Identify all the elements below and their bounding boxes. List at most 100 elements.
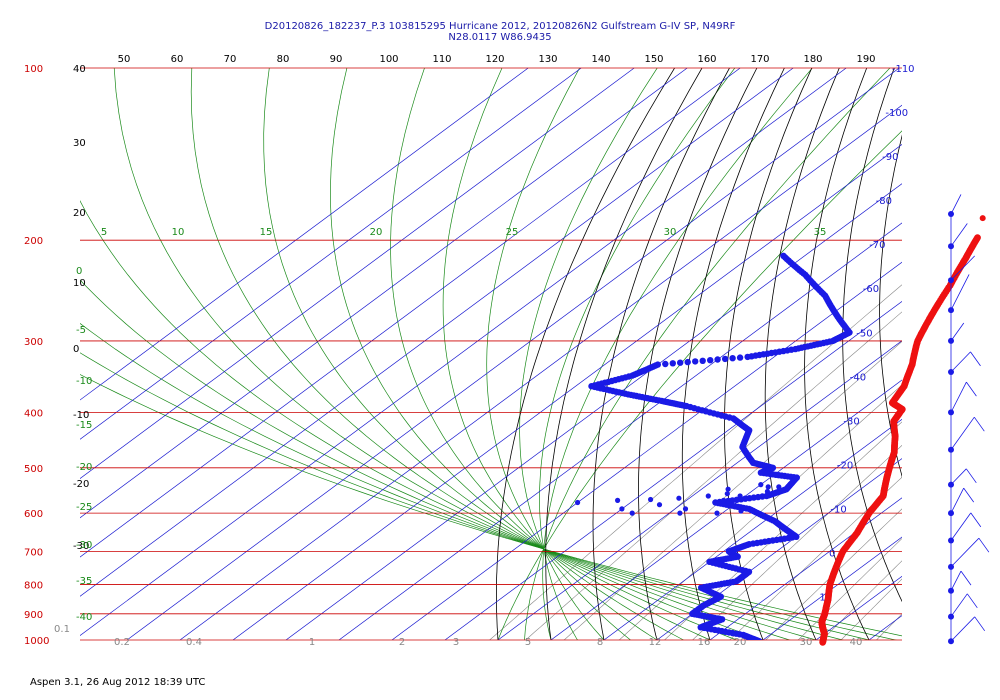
isotherm-line <box>444 301 902 640</box>
isotherm-line <box>80 68 847 636</box>
pressure-tick-label: 700 <box>24 547 43 558</box>
moist-adiabat-line <box>190 68 765 640</box>
wind-barb <box>950 487 965 514</box>
moist-adiabat-line <box>80 352 898 640</box>
wind-barb <box>950 593 968 617</box>
wind-barb-column <box>948 194 990 645</box>
dry-adiabat-line <box>915 68 1000 652</box>
temperature-point <box>819 638 827 646</box>
wind-barb <box>950 570 962 591</box>
dewpoint-point <box>699 357 706 364</box>
pressure-tick-label: 300 <box>24 337 43 348</box>
wind-barb <box>950 223 968 247</box>
top-axis-label: 180 <box>803 54 822 65</box>
top-axis-label: 60 <box>171 54 184 65</box>
dry-adiabat-line <box>984 68 1000 652</box>
pressure-tick-label: 900 <box>24 610 43 621</box>
dewpoint-point <box>764 488 771 495</box>
moist-adiabat-value-label: 30 <box>664 227 677 238</box>
isotherm-line <box>232 144 902 640</box>
mixing-ratio-value-label: 30 <box>800 637 813 648</box>
mixing-ratio-value-label: 0.2 <box>114 637 130 648</box>
pressure-tick-label: 800 <box>24 581 43 592</box>
wind-barb <box>950 416 975 451</box>
mixing-ratio-value-label: 20 <box>734 637 747 648</box>
isotherm-value-label: -110 <box>892 64 915 75</box>
wind-barb-point <box>948 613 954 620</box>
dry-adiabat-line <box>879 134 902 478</box>
dry-adiabat-value-label: 40 <box>73 64 86 75</box>
moist-adiabat-line <box>524 68 891 640</box>
dewpoint-point <box>705 493 711 499</box>
moist-left-label: -15 <box>76 420 92 431</box>
dry-adiabat-value-label: -10 <box>73 410 89 421</box>
dewpoint-point <box>648 496 654 503</box>
isotherm-value-label: -60 <box>863 284 879 295</box>
wind-barb <box>950 468 967 485</box>
isotherm-line <box>922 68 1000 640</box>
wind-barb <box>950 512 972 541</box>
dewpoint-point <box>676 495 682 501</box>
dry-adiabat-line <box>592 68 730 640</box>
moist-adiabat-line <box>542 68 813 640</box>
moist-left-label: 0 <box>76 266 82 277</box>
title-line-2: N28.0117 W86.9435 <box>448 32 552 43</box>
pressure-tick-label: 1000 <box>24 636 49 647</box>
wind-barb-flag <box>966 381 977 397</box>
dewpoint-point <box>738 508 744 514</box>
dry-adiabat-value-label: 0 <box>73 344 79 355</box>
top-axis-label: 50 <box>118 54 131 65</box>
isotherm-value-label: 0 <box>829 548 835 559</box>
wind-barb-flag <box>966 593 978 609</box>
isotherm-line <box>391 261 902 640</box>
dewpoint-point <box>615 497 621 503</box>
dry-adiabat-value-label: -20 <box>73 479 89 490</box>
mixing-ratio-value-label: 0.4 <box>186 637 202 648</box>
wind-barb <box>950 537 980 568</box>
moist-adiabat-value-label: 15 <box>260 227 273 238</box>
mixing-ratio-line <box>525 311 902 640</box>
dry-adiabat-line <box>724 68 813 640</box>
dewpoint-point <box>756 638 763 640</box>
mixing-ratio-value-label: 0.1 <box>54 624 70 635</box>
dewpoint-point <box>714 356 721 363</box>
dewpoint-point <box>744 353 751 361</box>
dewpoint-point <box>729 355 736 362</box>
dewpoint-point <box>669 360 676 367</box>
wind-barb <box>950 274 970 311</box>
moist-adiabat-line <box>442 68 658 640</box>
moist-adiabat-line <box>113 68 791 640</box>
dry-adiabat-value-label: -30 <box>73 541 89 552</box>
dewpoint-point <box>776 484 782 490</box>
dewpoint-point <box>684 358 691 366</box>
dewpoint-point <box>724 491 730 497</box>
top-axis-label: 110 <box>432 54 451 65</box>
isotherm-line <box>338 222 902 640</box>
pressure-tick-label: 400 <box>24 408 43 419</box>
dewpoint-point <box>721 355 729 363</box>
wind-barb <box>950 194 962 215</box>
mixing-ratio-line <box>692 444 902 640</box>
moist-left-label: -25 <box>76 502 92 513</box>
pressure-tick-label: 600 <box>24 509 43 520</box>
moist-adiabat-line <box>80 279 844 640</box>
isotherm-line <box>126 68 900 640</box>
dewpoint-point <box>758 482 764 488</box>
top-axis-label: 70 <box>224 54 237 65</box>
isotherm-value-label: -90 <box>882 152 898 163</box>
isotherm-value-label: -80 <box>876 196 892 207</box>
dry-adiabat-line <box>950 68 1000 652</box>
moist-adiabat-value-label: 20 <box>370 227 383 238</box>
moist-adiabat-line <box>80 200 818 640</box>
wind-barb-flag <box>970 512 982 528</box>
moist-left-label: -10 <box>76 376 92 387</box>
moist-left-label: -5 <box>76 325 86 336</box>
dewpoint-point <box>662 360 669 368</box>
dry-adiabat-line <box>495 68 675 640</box>
top-axis-label: 130 <box>538 54 557 65</box>
isotherm-value-label: -40 <box>850 372 866 383</box>
wind-barb-flag <box>974 616 986 632</box>
top-axis-label: 80 <box>277 54 290 65</box>
dewpoint-point <box>737 493 743 499</box>
dewpoint-trace <box>575 252 853 640</box>
